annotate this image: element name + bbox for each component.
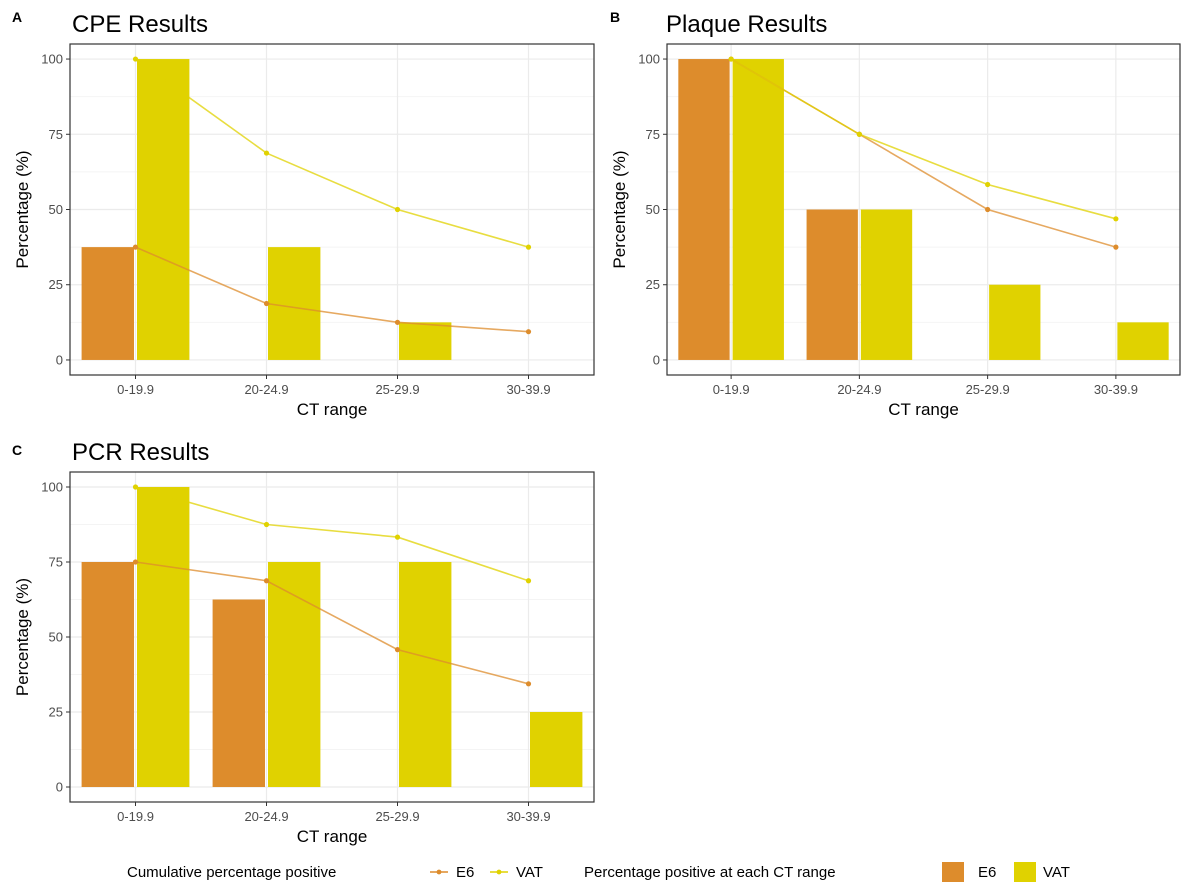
bar-VAT-0-19.9	[732, 59, 784, 360]
y-tick-label: 100	[41, 52, 63, 67]
bar-VAT-20-24.9	[860, 209, 913, 360]
panel-letter: B	[610, 9, 620, 25]
x-tick-label: 30-39.9	[506, 382, 550, 397]
line-VAT	[730, 58, 1117, 220]
y-tick-label: 100	[638, 52, 660, 67]
x-tick-label: 25-29.9	[375, 809, 419, 824]
y-tick-label: 75	[49, 555, 63, 570]
y-tick-label: 25	[49, 277, 63, 292]
y-tick-label: 50	[49, 202, 63, 217]
point-VAT-20-24.9	[856, 131, 862, 137]
x-axis-title: CT range	[888, 400, 959, 419]
point-E6-30-39.9	[525, 329, 532, 335]
y-tick-label: 0	[653, 352, 660, 367]
x-tick-label: 25-29.9	[966, 382, 1010, 397]
x-tick-label: 0-19.9	[713, 382, 750, 397]
legend-bar-key-E6	[942, 862, 964, 882]
point-VAT-0-19.9	[728, 56, 734, 62]
legend-point-key-VAT	[496, 869, 502, 875]
x-tick-label: 20-24.9	[837, 382, 881, 397]
x-axis-title: CT range	[297, 400, 368, 419]
panel-C: C PCR Results 0 25 50 75 100 0-19.9 20-24.9 25-29…	[12, 439, 595, 846]
legend-bar-title: Percentage positive at each CT range	[584, 864, 836, 881]
line-E6	[135, 561, 529, 685]
bar-VAT-20-24.9	[268, 247, 321, 360]
point-VAT-0-19.9	[132, 484, 139, 490]
point-E6-25-29.9	[394, 647, 401, 653]
legend: Cumulative percentage positive E6 VAT Perce…	[127, 862, 1070, 882]
x-tick-label: 30-39.9	[506, 809, 550, 824]
legend-bar-label-VAT: VAT	[1043, 864, 1070, 881]
point-VAT-0-19.9	[132, 56, 139, 62]
bar-VAT-30-39.9	[1117, 322, 1169, 360]
bar-E6-0-19.9	[678, 59, 730, 360]
point-VAT-20-24.9	[263, 150, 270, 156]
y-tick-label: 75	[49, 127, 63, 142]
y-axis-title: Percentage (%)	[13, 150, 32, 268]
line-E6	[730, 58, 1117, 248]
point-E6-30-39.9	[525, 681, 532, 687]
legend-line-label-VAT: VAT	[516, 864, 543, 881]
x-tick-label: 0-19.9	[117, 809, 154, 824]
bar-VAT-25-29.9	[399, 322, 452, 360]
point-VAT-25-29.9	[394, 206, 401, 213]
legend-point-key-E6	[436, 869, 442, 875]
point-VAT-30-39.9	[1113, 216, 1119, 222]
y-tick-label: 50	[49, 630, 63, 645]
point-VAT-30-39.9	[525, 244, 532, 250]
y-tick-label: 75	[646, 127, 660, 142]
line-E6	[135, 246, 529, 333]
panel-letter: A	[12, 9, 22, 25]
bar-VAT-25-29.9	[399, 562, 452, 787]
y-tick-label: 0	[56, 352, 63, 367]
x-tick-label: 20-24.9	[244, 809, 288, 824]
point-E6-20-24.9	[263, 300, 270, 307]
panel-title: CPE Results	[72, 11, 208, 38]
point-VAT-20-24.9	[263, 521, 270, 528]
line-VAT	[135, 58, 529, 248]
point-E6-20-24.9	[263, 578, 270, 584]
bar-E6-0-19.9	[81, 562, 134, 787]
point-VAT-25-29.9	[394, 534, 401, 540]
x-tick-label: 20-24.9	[244, 382, 288, 397]
point-E6-25-29.9	[394, 319, 401, 325]
bar-VAT-25-29.9	[989, 284, 1041, 360]
y-tick-label: 0	[56, 780, 63, 795]
panel-B: B Plaque Results 0 25 50 75 100 0-19.9 20-24.9 25…	[610, 9, 1181, 419]
x-tick-label: 30-39.9	[1094, 382, 1138, 397]
y-axis-title: Percentage (%)	[610, 150, 629, 268]
x-tick-label: 25-29.9	[375, 382, 419, 397]
bar-VAT-30-39.9	[530, 712, 583, 787]
panel-A: A CPE Results 0 25 50 75 100 0-19.9 20-24.9 25-29…	[12, 9, 595, 419]
y-tick-label: 25	[49, 705, 63, 720]
legend-line-label-E6: E6	[456, 864, 474, 881]
line-VAT	[135, 486, 529, 582]
legend-bar-label-E6: E6	[978, 864, 996, 881]
y-tick-label: 25	[646, 277, 660, 292]
bar-E6-20-24.9	[806, 209, 858, 360]
bar-VAT-0-19.9	[137, 487, 190, 787]
y-axis-title: Percentage (%)	[13, 578, 32, 696]
panel-title: Plaque Results	[666, 11, 827, 38]
point-VAT-25-29.9	[985, 181, 991, 188]
y-tick-label: 100	[41, 480, 63, 495]
point-VAT-30-39.9	[525, 578, 532, 584]
panel-title: PCR Results	[72, 439, 209, 466]
point-E6-30-39.9	[1113, 244, 1119, 250]
legend-line-title: Cumulative percentage positive	[127, 864, 336, 881]
bar-VAT-0-19.9	[137, 59, 190, 360]
y-tick-label: 50	[646, 202, 660, 217]
point-E6-0-19.9	[132, 244, 139, 250]
point-E6-25-29.9	[985, 206, 991, 213]
point-E6-0-19.9	[132, 559, 139, 565]
x-tick-label: 0-19.9	[117, 382, 154, 397]
panel-letter: C	[12, 442, 22, 458]
x-axis-title: CT range	[297, 827, 368, 846]
bar-VAT-20-24.9	[268, 562, 321, 787]
legend-bar-key-VAT	[1014, 862, 1036, 882]
bar-E6-0-19.9	[81, 247, 134, 360]
bar-E6-20-24.9	[212, 599, 265, 787]
